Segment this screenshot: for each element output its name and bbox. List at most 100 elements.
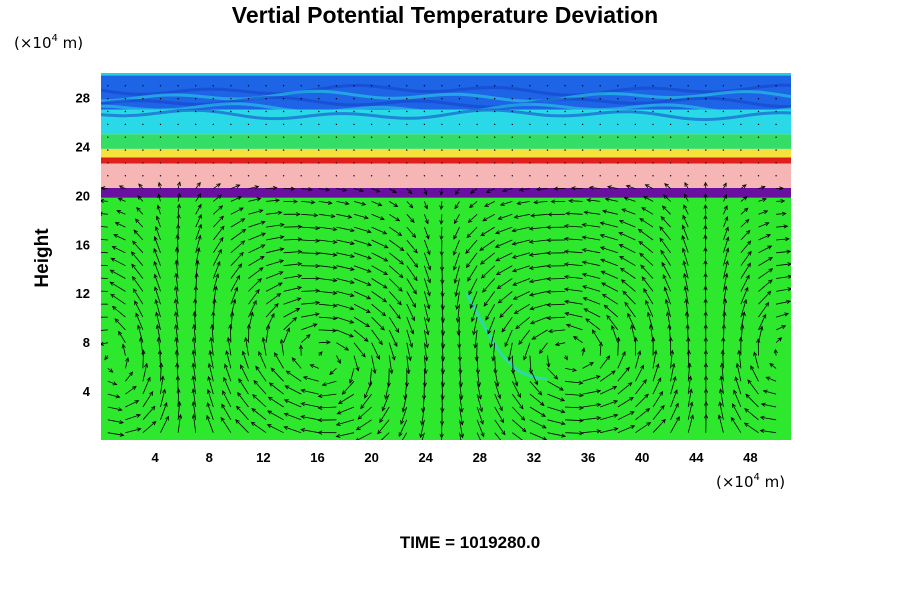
wind-arrow-head bbox=[603, 304, 609, 310]
vector-dot bbox=[159, 175, 162, 177]
wind-arrow-head bbox=[719, 375, 724, 381]
vector-dot bbox=[652, 136, 654, 138]
wind-arrow bbox=[619, 256, 636, 267]
wind-arrow bbox=[301, 323, 317, 331]
wind-arrow-head bbox=[773, 348, 778, 354]
wind-arrow-head bbox=[764, 222, 770, 227]
wind-arrow-head bbox=[254, 185, 260, 190]
vector-dot bbox=[300, 162, 302, 164]
wind-arrow-head bbox=[175, 362, 180, 368]
wind-arrow bbox=[388, 226, 402, 236]
wind-arrow bbox=[466, 252, 478, 268]
vector-dot bbox=[511, 136, 513, 138]
wind-arrow bbox=[175, 273, 179, 292]
wind-arrow bbox=[740, 251, 752, 266]
wind-arrow-head bbox=[682, 214, 687, 220]
wind-arrow bbox=[388, 265, 404, 278]
wind-arrow-head bbox=[630, 324, 635, 330]
wind-arrow bbox=[230, 218, 245, 228]
wind-arrow bbox=[565, 393, 584, 396]
vector-dot bbox=[476, 175, 478, 177]
wind-arrow bbox=[122, 344, 126, 356]
wind-arrow-head bbox=[572, 367, 578, 372]
wind-arrow bbox=[224, 364, 232, 382]
vector-dot bbox=[300, 175, 302, 177]
wind-arrow-head bbox=[317, 405, 323, 410]
wind-arrow-head bbox=[357, 415, 363, 420]
wind-arrow-head bbox=[368, 382, 373, 388]
wind-arrow bbox=[336, 213, 352, 218]
wind-arrow-head bbox=[627, 312, 632, 318]
wind-arrow-head bbox=[191, 375, 196, 381]
wind-arrow-head bbox=[298, 344, 304, 350]
wind-arrow bbox=[356, 419, 372, 431]
wind-arrow-head bbox=[110, 257, 116, 262]
wind-arrow bbox=[301, 389, 319, 395]
wind-arrow-head bbox=[261, 232, 267, 237]
vector-dot bbox=[353, 123, 355, 126]
wind-arrow-head bbox=[743, 422, 749, 427]
wind-arrow bbox=[566, 324, 583, 331]
wind-arrow-head bbox=[618, 244, 624, 249]
wind-arrow bbox=[758, 314, 767, 331]
vector-dot bbox=[142, 175, 144, 177]
wind-arrow-head bbox=[398, 287, 403, 292]
wind-arrow-head bbox=[528, 279, 534, 284]
vector-dot bbox=[159, 123, 162, 126]
wind-arrow bbox=[286, 370, 302, 382]
wind-arrow-head bbox=[453, 234, 458, 240]
wind-arrow bbox=[667, 312, 671, 330]
wind-arrow-head bbox=[401, 407, 406, 413]
vector-dot bbox=[441, 98, 443, 100]
wind-arrow bbox=[513, 291, 531, 300]
wind-arrow-head bbox=[553, 374, 559, 380]
wind-arrow-head bbox=[643, 195, 648, 200]
x-unit-suffix: m) bbox=[759, 473, 786, 491]
wind-arrow bbox=[565, 406, 584, 409]
wind-arrow bbox=[740, 230, 751, 241]
vector-dot bbox=[705, 85, 707, 87]
wind-arrow bbox=[388, 303, 401, 319]
wind-arrow bbox=[424, 304, 430, 322]
wind-arrow bbox=[336, 291, 354, 297]
vector-dot bbox=[652, 175, 654, 177]
wind-arrow-head bbox=[563, 249, 569, 254]
wind-arrow bbox=[371, 213, 385, 220]
wind-arrow bbox=[457, 304, 460, 323]
wind-arrow bbox=[194, 311, 197, 330]
vector-dot bbox=[669, 110, 672, 113]
wind-arrow-head bbox=[193, 298, 198, 303]
wind-arrow-head bbox=[732, 403, 736, 408]
wind-arrow bbox=[258, 351, 267, 369]
wind-arrow bbox=[529, 419, 547, 429]
wind-arrow bbox=[301, 302, 320, 305]
wind-arrow-head bbox=[317, 418, 323, 423]
wind-arrow bbox=[248, 278, 262, 292]
wind-arrow-head bbox=[206, 401, 211, 407]
wind-arrow-head bbox=[191, 349, 196, 355]
wind-arrow-head bbox=[379, 418, 384, 424]
wind-arrow bbox=[440, 214, 443, 225]
wind-arrow-head bbox=[404, 382, 409, 388]
wind-arrow-head bbox=[581, 272, 587, 278]
wind-arrow bbox=[388, 316, 400, 333]
wind-arrow-head bbox=[611, 324, 615, 330]
vector-dot bbox=[142, 110, 144, 113]
wind-arrow-head bbox=[440, 279, 445, 285]
vector-dot bbox=[617, 110, 619, 113]
wind-arrow bbox=[502, 188, 513, 192]
wind-arrow bbox=[265, 271, 283, 279]
wind-arrow bbox=[685, 299, 689, 318]
wind-arrow bbox=[125, 414, 141, 421]
wind-arrow-head bbox=[277, 282, 283, 287]
wind-arrow bbox=[112, 246, 126, 254]
wind-arrow-head bbox=[478, 407, 483, 413]
wind-arrow-head bbox=[764, 301, 770, 307]
vector-dot bbox=[581, 149, 584, 151]
wind-arrow-head bbox=[267, 410, 272, 415]
wind-arrow-head bbox=[703, 224, 708, 230]
wind-arrow-head bbox=[131, 275, 137, 281]
wind-arrow bbox=[371, 239, 389, 249]
wind-arrow-head bbox=[533, 200, 538, 205]
vector-dot bbox=[687, 175, 689, 177]
